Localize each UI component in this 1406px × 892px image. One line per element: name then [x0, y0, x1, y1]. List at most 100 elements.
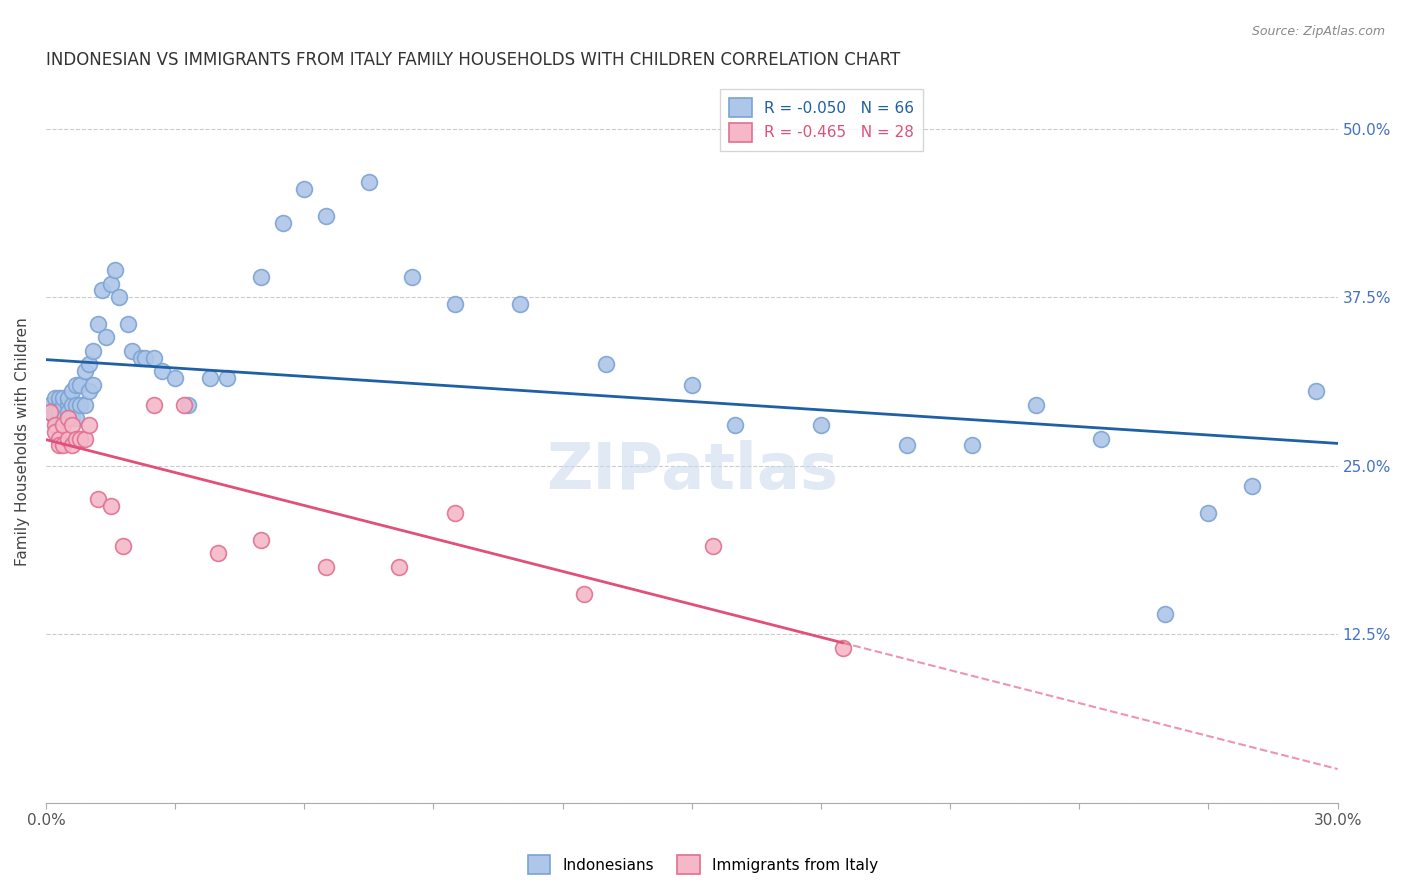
Point: [52, 391, 75, 405]
Legend: Indonesians, Immigrants from Italy: Indonesians, Immigrants from Italy: [522, 849, 884, 880]
Point: [65, 411, 87, 425]
Point: [56, 411, 79, 425]
Point: [60, 418, 83, 433]
Point: [52, 398, 75, 412]
Text: Source: ZipAtlas.com: Source: ZipAtlas.com: [1251, 25, 1385, 38]
Point: [60, 438, 83, 452]
Point: [724, 418, 747, 433]
Point: [69, 377, 91, 392]
Point: [73, 398, 96, 412]
Point: [134, 351, 156, 365]
Point: [112, 540, 135, 554]
Point: [44, 418, 66, 433]
Point: [39, 404, 62, 418]
Point: [117, 317, 139, 331]
Point: [896, 438, 918, 452]
Point: [44, 411, 66, 425]
Point: [91, 283, 114, 297]
Point: [73, 432, 96, 446]
Point: [250, 269, 273, 284]
Point: [69, 432, 91, 446]
Point: [52, 438, 75, 452]
Text: ZIPatlas: ZIPatlas: [546, 440, 838, 502]
Point: [444, 297, 467, 311]
Text: INDONESIAN VS IMMIGRANTS FROM ITALY FAMILY HOUSEHOLDS WITH CHILDREN CORRELATION : INDONESIAN VS IMMIGRANTS FROM ITALY FAMI…: [46, 51, 900, 69]
Point: [444, 506, 467, 520]
Point: [100, 499, 122, 513]
Point: [271, 216, 294, 230]
Point: [65, 398, 87, 412]
Point: [48, 391, 70, 405]
Point: [1025, 398, 1047, 412]
Point: [39, 398, 62, 412]
Point: [142, 398, 165, 412]
Point: [52, 418, 75, 433]
Point: [357, 176, 380, 190]
Point: [207, 546, 229, 560]
Point: [401, 269, 423, 284]
Point: [60, 398, 83, 412]
Point: [702, 540, 724, 554]
Point: [215, 371, 238, 385]
Point: [52, 411, 75, 425]
Point: [142, 351, 165, 365]
Point: [250, 533, 273, 547]
Point: [56, 391, 79, 405]
Y-axis label: Family Households with Children: Family Households with Children: [15, 318, 30, 566]
Point: [48, 432, 70, 446]
Point: [56, 398, 79, 412]
Point: [1154, 607, 1177, 621]
Point: [509, 297, 531, 311]
Point: [48, 398, 70, 412]
Point: [60, 411, 83, 425]
Point: [82, 377, 104, 392]
Point: [60, 384, 83, 399]
Point: [56, 404, 79, 418]
Point: [96, 330, 118, 344]
Point: [960, 438, 983, 452]
Point: [77, 358, 100, 372]
Point: [173, 398, 195, 412]
Point: [1240, 479, 1263, 493]
Point: [48, 411, 70, 425]
Point: [572, 586, 595, 600]
Point: [104, 263, 127, 277]
Point: [56, 411, 79, 425]
Point: [44, 391, 66, 405]
Point: [108, 290, 131, 304]
Point: [56, 432, 79, 446]
Point: [388, 559, 411, 574]
Point: [315, 559, 337, 574]
Point: [681, 377, 703, 392]
Legend: R = -0.050   N = 66, R = -0.465   N = 28: R = -0.050 N = 66, R = -0.465 N = 28: [720, 89, 924, 151]
Point: [86, 317, 108, 331]
Point: [150, 364, 173, 378]
Point: [198, 371, 221, 385]
Point: [315, 209, 337, 223]
Point: [77, 384, 100, 399]
Point: [65, 377, 87, 392]
Point: [86, 492, 108, 507]
Point: [1090, 432, 1112, 446]
Point: [810, 418, 832, 433]
Point: [44, 425, 66, 439]
Point: [831, 640, 853, 655]
Point: [177, 398, 200, 412]
Point: [82, 343, 104, 358]
Point: [65, 432, 87, 446]
Point: [100, 277, 122, 291]
Point: [595, 358, 617, 372]
Point: [165, 371, 187, 385]
Point: [44, 404, 66, 418]
Point: [292, 182, 315, 196]
Point: [129, 351, 152, 365]
Point: [77, 418, 100, 433]
Point: [1198, 506, 1220, 520]
Point: [69, 398, 91, 412]
Point: [48, 404, 70, 418]
Point: [73, 364, 96, 378]
Point: [121, 343, 143, 358]
Point: [48, 438, 70, 452]
Point: [1305, 384, 1327, 399]
Point: [39, 404, 62, 418]
